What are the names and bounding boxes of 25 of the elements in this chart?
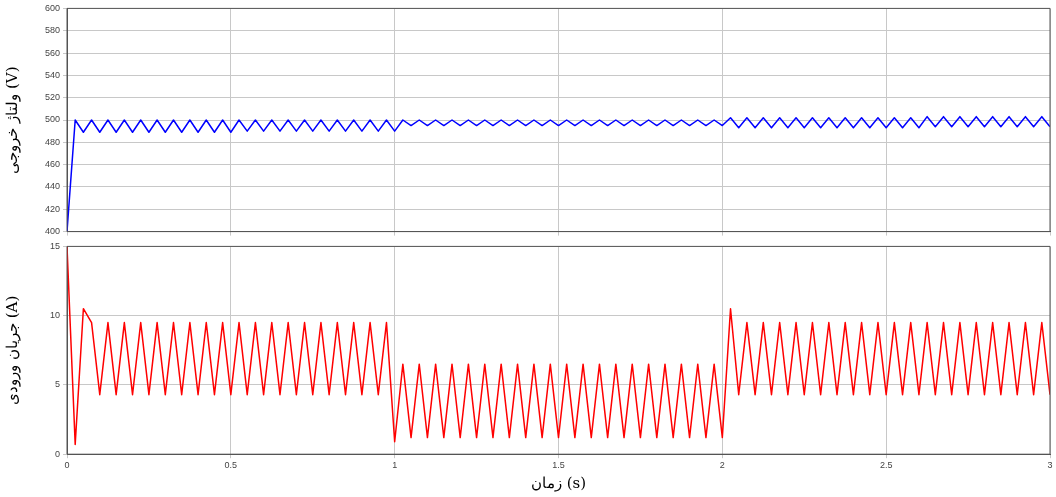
y-tick-label: 10	[49, 310, 60, 321]
y-tick-label: 560	[44, 47, 60, 58]
x-tick-label: 0.5	[224, 460, 238, 471]
x-tick-label: 2	[719, 460, 725, 471]
y-tick-label: 480	[44, 136, 60, 147]
y-tick-label: 5	[54, 379, 60, 390]
x-tick-label: 0	[64, 460, 70, 471]
x-tick-label: 3	[1047, 460, 1053, 471]
y-tick-label: 600	[44, 2, 60, 13]
x-tick-label: 1	[392, 460, 398, 471]
y-tick-label: 460	[44, 159, 60, 170]
y-axis-title: ولتاژ خروجی (V)	[2, 66, 21, 174]
x-tick-label: 1.5	[552, 460, 565, 471]
y-tick-label: 400	[44, 226, 60, 237]
x-tick-label: 2.5	[879, 460, 893, 471]
y-tick-label: 520	[44, 92, 60, 103]
y-axis-title: جریان ورودی (A)	[2, 295, 21, 405]
x-axis-title: زمان (s)	[530, 473, 587, 492]
y-tick-label: 420	[44, 203, 60, 214]
y-tick-label: 540	[44, 69, 60, 80]
y-tick-label: 440	[44, 181, 60, 192]
y-tick-label: 0	[54, 448, 60, 459]
y-tick-label: 15	[49, 240, 60, 251]
y-tick-label: 500	[44, 114, 60, 125]
y-tick-label: 580	[44, 25, 60, 36]
